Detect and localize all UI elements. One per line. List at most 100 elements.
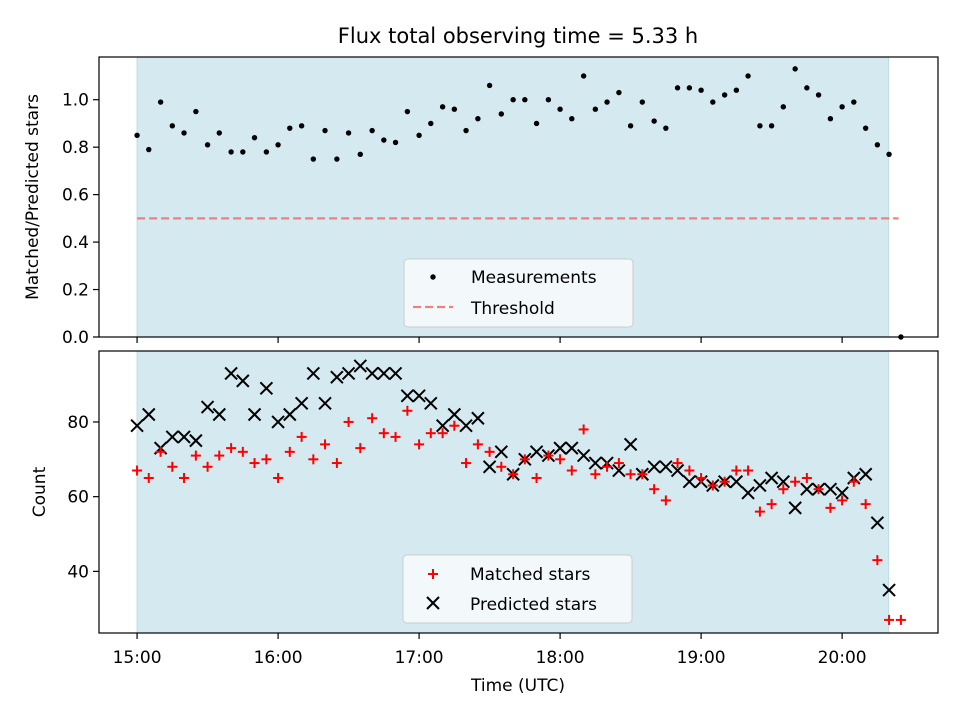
measurement-point <box>193 108 199 115</box>
matched-star-point <box>202 461 213 472</box>
matched-star-point <box>308 454 319 465</box>
predicted-star-point <box>400 389 415 403</box>
predicted-star-point <box>224 366 238 381</box>
matched-star-point <box>672 458 683 469</box>
matched-star-point <box>566 465 577 476</box>
matched-star-point <box>613 458 624 469</box>
legend-bottom-box <box>402 554 633 624</box>
matched-star-point <box>132 465 143 476</box>
legend-top-box <box>403 258 634 328</box>
measurement-point <box>228 149 234 155</box>
matched-star-point <box>590 469 601 480</box>
matched-star-point <box>825 502 836 513</box>
matched-star-point <box>649 484 660 495</box>
panel-counts-ylabel: Count <box>30 466 50 517</box>
measurement-point <box>804 85 810 91</box>
matched-star-point <box>425 428 436 439</box>
measurement-point <box>381 137 387 143</box>
measurement-point <box>134 132 140 139</box>
matched-star-point <box>508 469 519 480</box>
predicted-star-point <box>623 437 638 452</box>
panel-ratio-frame <box>98 56 939 338</box>
measurement-point <box>674 85 681 91</box>
predicted-star-point <box>330 370 344 384</box>
measurement-point <box>851 99 857 105</box>
measurement-point <box>240 149 246 155</box>
matched-star-point <box>331 458 342 469</box>
predicted-star-point <box>236 374 250 388</box>
matched-star-point <box>378 428 389 439</box>
measurement-point <box>287 125 293 131</box>
matched-star-point <box>719 476 730 487</box>
predicted-star-point <box>823 482 838 496</box>
matched-star-point <box>414 439 425 450</box>
predicted-star-point <box>165 430 180 444</box>
legend-predicted-marker <box>426 596 440 610</box>
matched-star-point <box>766 499 777 510</box>
measurement-point <box>733 87 740 93</box>
measurement-point <box>557 106 563 112</box>
panel-ratio-ylabel: Matched/Predicted stars <box>23 94 43 300</box>
predicted-star-point <box>424 396 438 410</box>
predicted-star-point <box>388 366 403 381</box>
measurement-point <box>710 99 716 105</box>
measurement-point <box>486 82 493 89</box>
panel-counts-frame <box>98 350 939 634</box>
matched-star-point <box>484 446 495 457</box>
measurement-point <box>639 99 646 105</box>
x-axis-label: Time (UTC) <box>470 676 565 696</box>
measurement-point <box>522 97 528 103</box>
legend-measurements-label: Measurements <box>471 268 597 288</box>
y-tick-label: 0.6 <box>62 186 89 206</box>
measurement-point <box>698 87 704 93</box>
measurement-point <box>498 111 504 117</box>
measurement-point <box>651 118 657 124</box>
matched-star-point <box>555 454 566 465</box>
predicted-star-point <box>353 359 367 373</box>
predicted-star-point <box>365 366 379 381</box>
predicted-star-point <box>800 482 814 496</box>
predicted-star-point <box>271 415 285 429</box>
measurement-point <box>721 92 728 98</box>
measurement-point <box>404 108 411 115</box>
predicted-star-point <box>377 366 391 381</box>
matched-star-point <box>637 469 648 480</box>
matched-star-point <box>190 450 201 461</box>
matched-star-point <box>320 439 331 450</box>
matched-star-point <box>237 446 248 457</box>
measurement-point <box>686 85 693 91</box>
measurement-point <box>627 123 634 129</box>
measurement-point <box>263 149 270 155</box>
predicted-star-point <box>130 418 144 433</box>
predicted-star-point <box>729 475 744 489</box>
y-tick-label: 80 <box>67 413 89 433</box>
measurement-point <box>780 104 787 110</box>
matched-star-point <box>461 458 472 469</box>
matched-star-point <box>296 431 307 442</box>
measurement-point <box>886 151 892 157</box>
x-tick-label: 20:00 <box>818 648 867 668</box>
matched-star-point <box>860 499 871 510</box>
predicted-star-point <box>553 441 567 455</box>
matched-star-point <box>872 555 883 566</box>
matched-star-point <box>731 465 742 476</box>
matched-star-point <box>261 454 272 465</box>
predicted-star-point <box>482 460 497 474</box>
matched-star-point <box>660 495 671 506</box>
legend-bottom: Matched stars Predicted stars <box>402 554 633 624</box>
measurement-point <box>663 125 669 131</box>
predicted-star-point <box>835 486 849 500</box>
measurement-point <box>392 139 399 146</box>
x-tick-label: 18:00 <box>536 648 585 668</box>
legend-top: Measurements Threshold <box>403 258 634 328</box>
matched-star-point <box>179 472 190 483</box>
measurement-point <box>298 123 305 129</box>
y-tick-label: 1.0 <box>62 91 89 111</box>
legend-threshold-label: Threshold <box>470 299 555 319</box>
predicted-star-point <box>247 407 262 422</box>
measurement-point <box>439 104 446 110</box>
panel-ratio: 0.0 0.2 0.4 0.6 0.8 1.0 Matched/Predicted sta… <box>23 56 939 348</box>
matched-star-point <box>367 413 378 424</box>
x-tick-label: 19:00 <box>677 648 726 668</box>
